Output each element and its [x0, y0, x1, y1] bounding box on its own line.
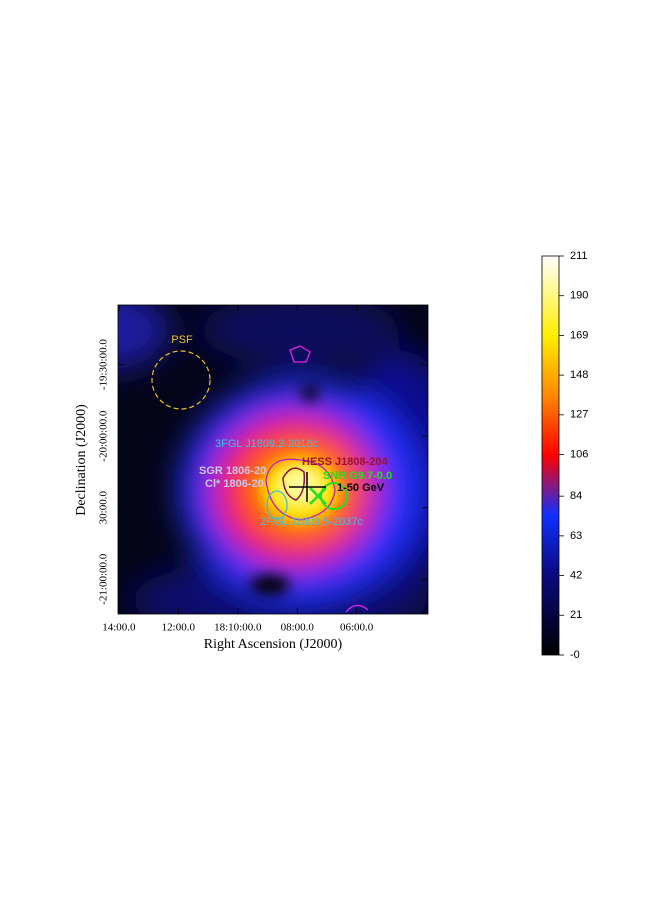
colorbar-tick-label: 42: [570, 569, 582, 581]
colorbar-tick-label: 63: [570, 530, 582, 542]
contour: [345, 604, 369, 613]
colorbar-tick-label: 169: [570, 329, 588, 341]
snr-circle: [320, 482, 348, 510]
x-tick-label: 06:00.0: [340, 622, 374, 634]
colorbar: [541, 255, 560, 656]
colorbar-tick-label: 127: [570, 409, 588, 421]
y-tick-label: 30:00.0: [98, 491, 110, 525]
x-tick-label: 08:00.0: [281, 622, 315, 634]
colorbar-tick-label: -0: [570, 649, 580, 661]
annotation: HESS J1808-204: [302, 456, 388, 468]
map: [118, 305, 428, 614]
colorbar-tick-label: 21: [570, 609, 582, 621]
colorbar-tick-label: 211: [570, 250, 588, 262]
marker-cross: [289, 472, 326, 502]
marker-x: [309, 487, 327, 505]
annotation: SNR G9.7-0.0: [323, 470, 392, 482]
colorbar-tick-label: 84: [570, 490, 582, 502]
contour: [266, 490, 288, 520]
annotation: Cl* 1806-20: [205, 478, 264, 490]
plot-frame: [117, 304, 429, 615]
annotation: PSF: [171, 334, 193, 346]
x-axis-label: Right Ascension (J2000): [204, 637, 343, 652]
y-tick-label: -19:30:00.0: [98, 339, 110, 391]
x-tick-label: 14:00.0: [102, 622, 136, 634]
x-tick-label: 12:00.0: [162, 622, 196, 634]
psf-circle: [151, 350, 211, 410]
contour: [282, 467, 306, 501]
annotation: SGR 1806-20: [199, 465, 266, 477]
y-tick-label: -20:00:00.0: [98, 410, 110, 462]
contour: [289, 345, 311, 363]
x-tick-label: 18:10:00.0: [214, 622, 262, 634]
colorbar-tick-label: 190: [570, 290, 588, 302]
y-axis-label: Declination (J2000): [74, 404, 89, 516]
colorbar-tick-label: 148: [570, 369, 588, 381]
colorbar-tick-label: 106: [570, 448, 588, 460]
y-tick-label: -21:00:00.0: [98, 553, 110, 605]
annotation: 1-50 GeV: [337, 482, 385, 494]
annotation: 2FGL J1808.5-2037c: [260, 516, 363, 528]
annotation: 3FGL J1809.2-2016c: [215, 438, 318, 450]
